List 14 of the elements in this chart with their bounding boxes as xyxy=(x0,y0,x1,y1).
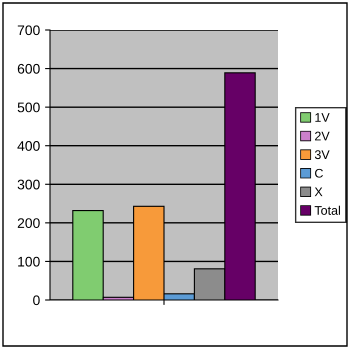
y-tick-label: 400 xyxy=(17,141,40,151)
y-tick-label: 200 xyxy=(18,218,40,228)
y-tick-label: 100 xyxy=(18,256,40,267)
legend-label: 3V xyxy=(314,150,330,160)
legend-label: Total xyxy=(314,206,340,215)
legend-label: 2V xyxy=(315,132,330,140)
y-tick-label: 500 xyxy=(18,102,40,112)
y-tick-label: 700 xyxy=(18,25,40,36)
y-tick-label: 300 xyxy=(18,180,40,190)
y-tick-label: 0 xyxy=(33,295,40,306)
legend-label: 1V xyxy=(315,113,330,122)
y-tick-label: 600 xyxy=(18,64,40,74)
legend-label: X xyxy=(314,188,322,196)
legend-label: C xyxy=(315,168,323,178)
